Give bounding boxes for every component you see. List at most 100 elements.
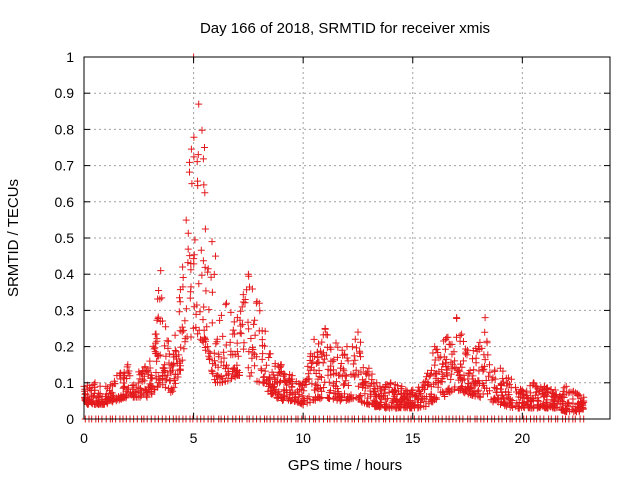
data-point (172, 379, 179, 387)
chart-title: Day 166 of 2018, SRMTID for receiver xmi… (200, 20, 490, 37)
data-point (146, 374, 154, 382)
data-point (481, 356, 489, 364)
data-point (308, 359, 316, 367)
data-point (384, 403, 392, 411)
data-point (294, 398, 302, 406)
data-point (357, 368, 365, 376)
data-point (398, 382, 406, 390)
data-point (357, 338, 364, 346)
x-tick-label: 5 (190, 430, 198, 446)
data-point (343, 343, 351, 351)
data-point (430, 380, 438, 388)
data-point (442, 335, 450, 343)
data-point (244, 270, 252, 278)
data-point (266, 350, 274, 358)
data-point (159, 364, 167, 372)
data-point (87, 398, 95, 405)
data-point (243, 286, 251, 294)
data-point (354, 328, 362, 336)
data-point (526, 382, 534, 390)
data-point (338, 346, 346, 354)
data-point (199, 316, 207, 324)
data-point (535, 403, 543, 411)
data-point (274, 378, 281, 386)
data-point (534, 388, 542, 396)
data-point (179, 274, 187, 281)
y-tick-label: 0.9 (55, 85, 75, 101)
data-point (141, 363, 149, 371)
data-point (176, 298, 184, 306)
data-point (371, 385, 379, 393)
data-point (261, 367, 269, 375)
data-point (462, 386, 470, 394)
data-point (231, 350, 239, 358)
data-point (440, 353, 448, 361)
data-point (231, 330, 239, 338)
data-point (104, 398, 112, 406)
data-point (357, 392, 365, 399)
data-point (164, 344, 172, 352)
data-point (200, 303, 208, 311)
data-point (198, 126, 206, 134)
data-point (190, 133, 198, 141)
data-point (212, 372, 220, 380)
data-point (523, 398, 531, 406)
y-tick-label: 0.6 (55, 194, 75, 210)
data-point (215, 350, 223, 358)
data-point (199, 155, 207, 163)
data-point (327, 357, 335, 365)
data-point (507, 384, 515, 392)
data-point (258, 327, 266, 335)
data-point (400, 392, 408, 400)
axis-ticks (83, 56, 610, 420)
data-point (387, 379, 395, 387)
data-point (415, 403, 423, 411)
data-point (562, 382, 570, 390)
data-point (107, 381, 115, 389)
data-point (251, 331, 259, 339)
data-point (244, 318, 252, 326)
data-point (565, 399, 573, 407)
data-point (208, 319, 216, 327)
data-point (447, 375, 455, 383)
data-point (411, 398, 419, 406)
data-point (238, 303, 246, 311)
data-point (216, 373, 224, 381)
data-point (297, 399, 305, 407)
data-point (222, 301, 230, 309)
data-point (298, 392, 306, 400)
data-point (156, 351, 164, 359)
data-point (543, 396, 551, 404)
data-point (500, 395, 508, 403)
data-point (143, 367, 151, 375)
y-tick-label: 0.3 (55, 302, 75, 318)
data-point (441, 391, 448, 398)
data-point (332, 339, 340, 347)
data-point (450, 385, 458, 393)
data-point (533, 382, 541, 390)
data-point (341, 371, 349, 379)
data-point (468, 391, 476, 399)
data-point (580, 393, 588, 401)
data-point (270, 389, 278, 397)
data-point (121, 382, 129, 390)
data-point (258, 366, 266, 374)
data-point (415, 383, 423, 391)
data-point (124, 361, 132, 369)
data-point (334, 343, 342, 351)
data-point (359, 364, 367, 372)
data-point (482, 377, 490, 384)
data-point (248, 285, 256, 293)
data-point (245, 325, 253, 333)
data-point (120, 375, 128, 383)
data-point (393, 398, 401, 406)
data-point (341, 350, 349, 358)
data-point (555, 393, 563, 401)
data-point (323, 351, 331, 359)
data-point (279, 372, 287, 380)
data-point (238, 320, 246, 328)
data-point (379, 383, 387, 391)
data-point (318, 338, 326, 346)
data-point (157, 267, 165, 275)
data-point (186, 252, 194, 260)
